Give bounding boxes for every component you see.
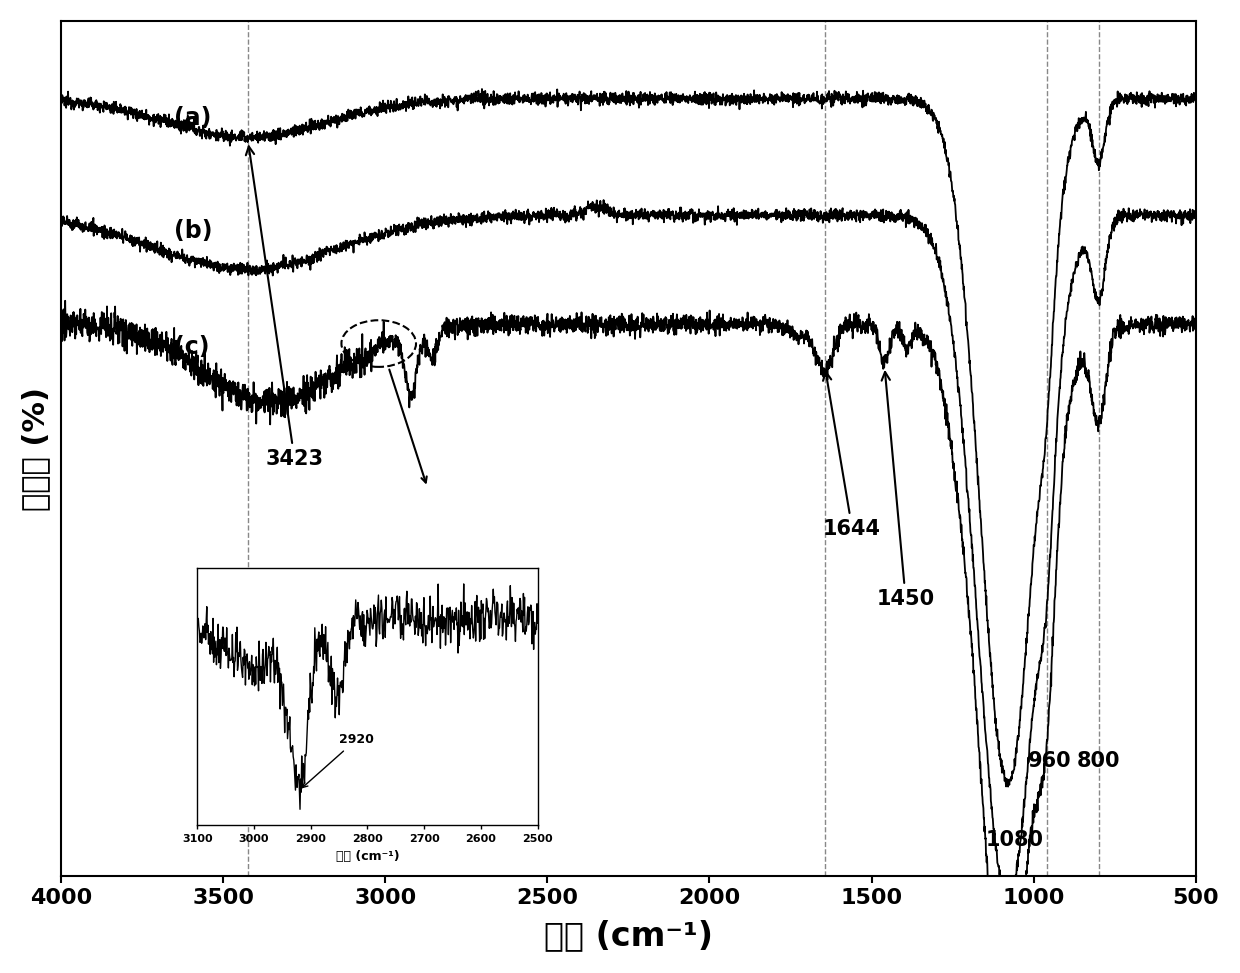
Text: 1644: 1644 <box>823 372 882 538</box>
X-axis label: 波数 (cm⁻¹): 波数 (cm⁻¹) <box>544 919 713 953</box>
Text: 1080: 1080 <box>986 830 1043 849</box>
Text: 1450: 1450 <box>877 372 935 608</box>
Text: 960: 960 <box>1028 751 1071 772</box>
Text: 3423: 3423 <box>246 146 324 469</box>
Text: 800: 800 <box>1076 751 1120 772</box>
Text: (b): (b) <box>175 219 213 243</box>
Y-axis label: 透光率 (%): 透光率 (%) <box>21 386 50 511</box>
Text: (c): (c) <box>175 336 210 359</box>
Text: (a): (a) <box>175 106 212 130</box>
